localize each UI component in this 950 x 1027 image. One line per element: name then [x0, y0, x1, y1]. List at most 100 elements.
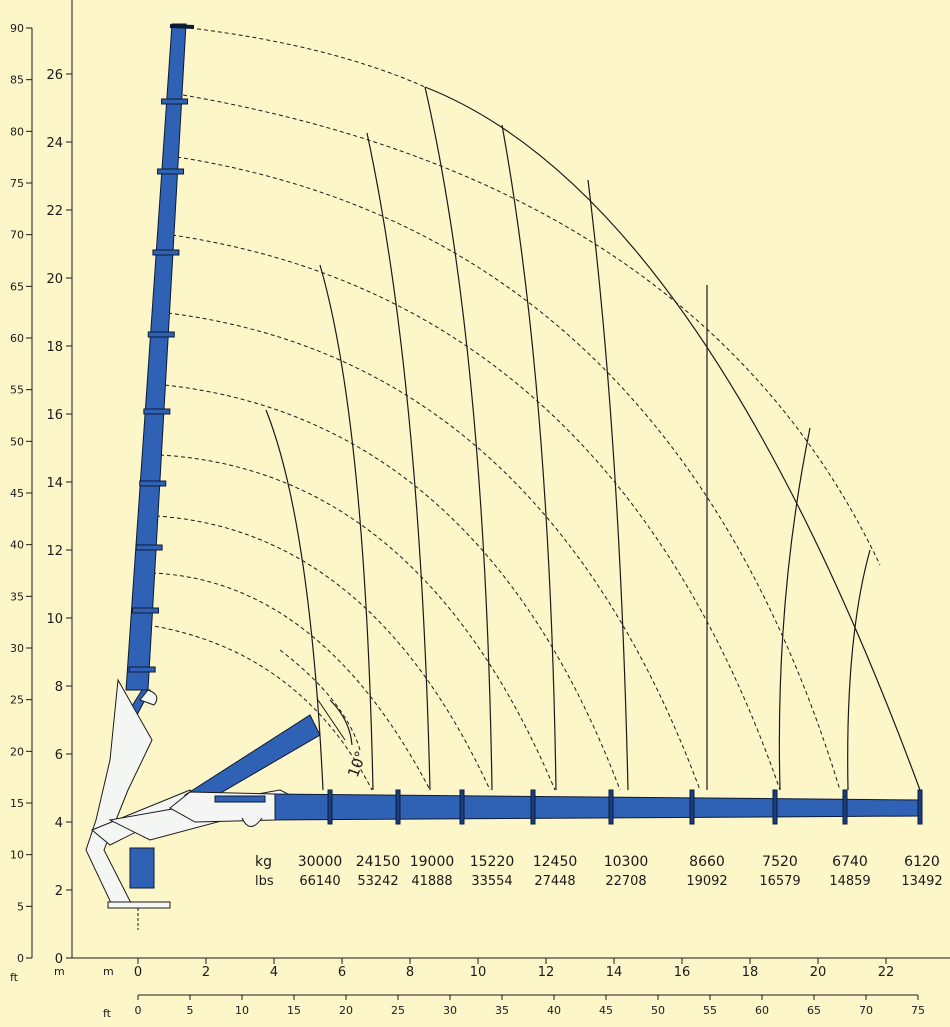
- bottom-ft-tick-label: 5: [187, 1004, 194, 1017]
- kg-load-values: 30000 24150 19000 15220 12450 10300 8660 7520 67…: [298, 854, 940, 870]
- bottom-m-tick-label: 22: [878, 965, 895, 980]
- section-joint: [459, 789, 465, 825]
- m-tick-label: 14: [46, 476, 63, 491]
- bottom-ft-tick-label: 70: [859, 1004, 873, 1017]
- kg-load-value: 8660: [689, 854, 725, 870]
- bottom-ft-tick-label: 20: [339, 1004, 353, 1017]
- m-tick-label: 2: [55, 884, 63, 899]
- bottom-ft-tick-label: 65: [807, 1004, 821, 1017]
- ft-tick-label: 10: [10, 849, 24, 862]
- m-tick-label: 18: [46, 340, 63, 355]
- bottom-m-tick-label: 8: [406, 965, 414, 980]
- base-plate: [107, 901, 171, 909]
- bottom-ft-tick-label: 45: [599, 1004, 613, 1017]
- bottom-m-tick-label: 0: [134, 965, 142, 980]
- lbs-load-value: 22708: [605, 874, 646, 889]
- lbs-load-value: 41888: [411, 874, 452, 889]
- ft-tick-label: 70: [10, 229, 24, 242]
- lbs-load-values: 66140 53242 41888 33554 27448 22708 19092 16579…: [299, 874, 942, 889]
- kg-load-value: 24150: [356, 854, 401, 870]
- bottom-ft-tick-label: 30: [443, 1004, 457, 1017]
- ft-tick-label: 35: [10, 590, 24, 603]
- angle-label: 10°: [344, 749, 370, 780]
- reach-line: [265, 409, 324, 791]
- m-tick-label: 26: [46, 68, 63, 83]
- hook: [139, 689, 158, 706]
- lbs-unit-label: lbs: [255, 874, 274, 889]
- section-joint: [161, 98, 189, 105]
- m-tick-label: 24: [46, 136, 63, 151]
- m-tick-label: 22: [46, 204, 63, 219]
- bottom-ft-unit: ft: [103, 1007, 112, 1020]
- left-ft-ticks: 0 5 10 15 20 25 30 35 40 45 50 55 60 65 70 75 80 85 90: [10, 22, 32, 965]
- horizontal-boom: [169, 789, 923, 827]
- range-arc-dashed: [155, 515, 491, 791]
- bottom-ft-tick-label: 50: [651, 1004, 665, 1017]
- bottom-ft-tick-label: 15: [287, 1004, 301, 1017]
- section-joint: [327, 789, 333, 825]
- ft-tick-label: 80: [10, 125, 24, 138]
- bottom-m-tick-label: 20: [810, 965, 827, 980]
- bottom-ft-tick-label: 0: [135, 1004, 142, 1017]
- section-joint: [143, 408, 171, 415]
- section-joint: [530, 789, 536, 825]
- bottom-m-tick-label: 18: [742, 965, 759, 980]
- bottom-m-ticks: 0 2 4 6 8 10 12 14 16 18 20 22: [134, 958, 894, 980]
- reach-line: [501, 124, 557, 791]
- ft-tick-label: 60: [10, 332, 24, 345]
- lbs-load-value: 19092: [686, 874, 727, 889]
- bottom-m-tick-label: 12: [538, 965, 555, 980]
- kg-load-value: 7520: [762, 854, 798, 870]
- boom-cylinder-rod: [214, 795, 266, 803]
- ft-tick-label: 0: [17, 952, 24, 965]
- m-tick-label: 16: [46, 408, 63, 423]
- m-tick-label: 20: [46, 272, 63, 287]
- bottom-m-tick-label: 4: [270, 965, 278, 980]
- vertical-boom: [113, 23, 195, 741]
- kg-load-value: 6120: [904, 854, 940, 870]
- kg-load-value: 10300: [604, 854, 649, 870]
- bottom-m-tick-label: 16: [674, 965, 691, 980]
- section-joint: [132, 607, 160, 614]
- range-arc-dashed: [164, 384, 621, 791]
- lbs-load-value: 16579: [759, 874, 800, 889]
- bottom-ft-tick-label: 25: [391, 1004, 405, 1017]
- lbs-load-value: 27448: [534, 874, 575, 889]
- kg-load-value: 30000: [298, 854, 343, 870]
- bottom-ft-tick-label: 75: [911, 1004, 925, 1017]
- m-tick-label: 8: [55, 680, 63, 695]
- ft-tick-label: 55: [10, 384, 24, 397]
- section-joint: [128, 666, 156, 673]
- horizontal-boom-section: [267, 793, 921, 821]
- section-joint: [147, 331, 175, 338]
- section-joint: [157, 168, 185, 175]
- bottom-ft-tick-label: 10: [235, 1004, 249, 1017]
- m-tick-label: 4: [55, 816, 63, 831]
- bottom-ft-ticks: 0 5 10 15 20 25 30 35 40 45 50 55 60 65 70 75: [135, 995, 925, 1017]
- kg-load-value: 15220: [470, 854, 515, 870]
- boom-section-joints: [327, 789, 923, 825]
- section-joint: [135, 544, 163, 551]
- bottom-ft-tick-label: 60: [755, 1004, 769, 1017]
- left-ft-unit: ft: [10, 971, 19, 984]
- ft-tick-label: 30: [10, 642, 24, 655]
- lbs-load-value: 13492: [901, 874, 942, 889]
- kg-load-value: 19000: [410, 854, 455, 870]
- range-arc-dashed: [151, 572, 431, 791]
- ft-tick-label: 50: [10, 435, 24, 448]
- section-joint: [608, 789, 614, 825]
- left-m-unit: m: [54, 965, 65, 978]
- section-joint: [139, 480, 167, 487]
- vertical-boom-section: [125, 23, 187, 691]
- angle-marker: [317, 699, 346, 741]
- reach-line: [778, 427, 811, 791]
- lbs-load-value: 33554: [471, 874, 512, 889]
- range-arc-dashed: [147, 624, 373, 791]
- range-arc-dashed: [189, 27, 426, 88]
- section-joint: [395, 789, 401, 825]
- section-joint: [689, 789, 695, 825]
- ft-tick-label: 20: [10, 745, 24, 758]
